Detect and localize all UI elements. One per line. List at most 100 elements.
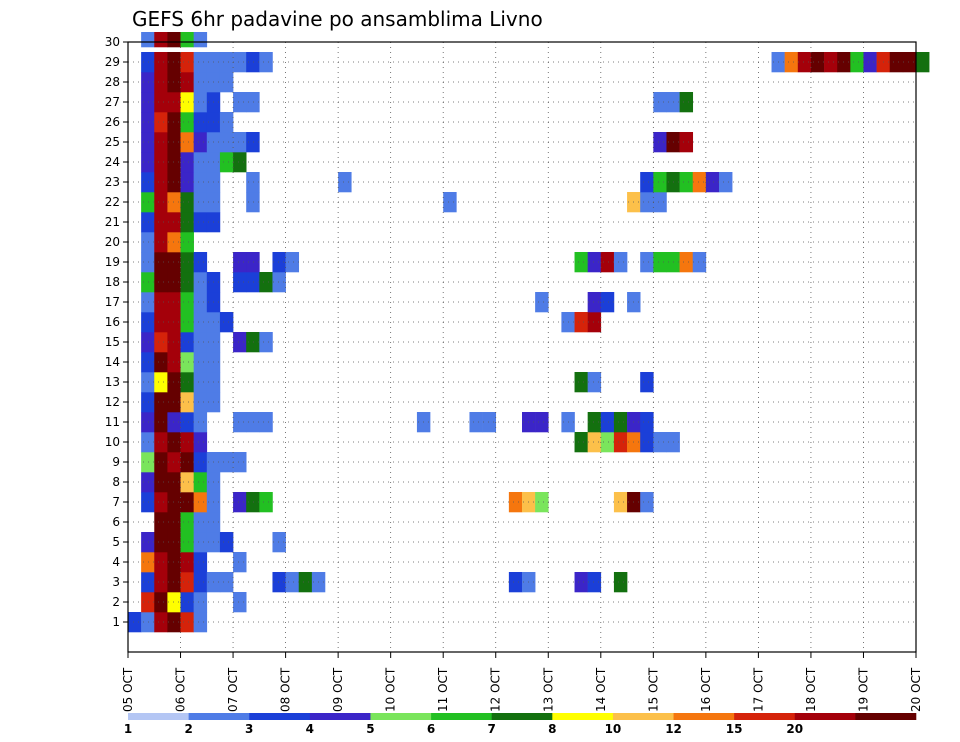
heatmap-cell <box>193 612 208 633</box>
heatmap-cell <box>640 492 654 513</box>
colorbar-segment <box>612 713 674 720</box>
heatmap-cell <box>653 252 667 273</box>
heatmap-cell <box>167 392 181 413</box>
heatmap-cell <box>640 192 654 213</box>
colorbar-label: 4 <box>306 722 314 736</box>
heatmap-cell <box>640 172 654 193</box>
heatmap-cell <box>233 152 247 173</box>
x-tick-label: 09 OCT <box>331 667 345 712</box>
heatmap-cell <box>154 452 168 473</box>
heatmap-cell <box>141 472 155 493</box>
heatmap-cell <box>180 572 194 593</box>
heatmap-cell <box>167 532 181 553</box>
heatmap-cell <box>246 332 260 353</box>
heatmap-cell <box>193 312 208 333</box>
heatmap-cell <box>180 532 194 553</box>
heatmap-cell <box>613 572 628 593</box>
heatmap-cell <box>193 552 208 573</box>
heatmap-cell <box>180 472 194 493</box>
heatmap-cell <box>535 292 549 313</box>
heatmap-cell <box>180 372 194 393</box>
heatmap-cell <box>193 572 208 593</box>
heatmap-cell <box>141 612 155 633</box>
heatmap-cell <box>193 52 208 73</box>
heatmap-cell <box>167 452 181 473</box>
heatmap-cell <box>180 432 194 453</box>
heatmap-cell <box>653 172 667 193</box>
heatmap-cell <box>193 192 208 213</box>
heatmap-cell <box>259 272 273 293</box>
heatmap-cell <box>180 232 194 253</box>
x-tick-label: 19 OCT <box>856 667 870 712</box>
heatmap-cells <box>128 32 930 633</box>
heatmap-cell <box>246 172 260 193</box>
colorbar-label: 8 <box>548 722 556 736</box>
chart-title: GEFS 6hr padavine po ansamblima Livno <box>132 7 543 31</box>
heatmap-cell <box>141 452 155 473</box>
heatmap-cell <box>193 592 208 613</box>
heatmap-cell <box>154 312 168 333</box>
heatmap-cell <box>193 352 208 373</box>
y-tick-label: 4 <box>112 555 120 569</box>
heatmap-cell <box>154 572 168 593</box>
heatmap-cell <box>167 112 181 133</box>
heatmap-cell <box>233 592 247 613</box>
heatmap-cell <box>141 532 155 553</box>
heatmap-cell <box>154 292 168 313</box>
heatmap-cell <box>679 252 694 273</box>
heatmap-cell <box>692 252 707 273</box>
heatmap-cell <box>916 52 930 73</box>
heatmap-cell <box>141 492 155 513</box>
heatmap-cell <box>154 412 168 433</box>
heatmap-cell <box>193 432 208 453</box>
heatmap-cell <box>154 532 168 553</box>
heatmap-cell <box>889 52 904 73</box>
heatmap-cell <box>508 572 523 593</box>
heatmap-cell <box>141 192 155 213</box>
colorbar-label: 2 <box>184 722 192 736</box>
heatmap-cell <box>784 52 799 73</box>
y-tick-label: 29 <box>105 55 120 69</box>
y-tick-label: 2 <box>112 595 120 609</box>
heatmap-cell <box>154 592 168 613</box>
heatmap-cell <box>167 372 181 393</box>
heatmap-cell <box>141 92 155 113</box>
heatmap-cell <box>233 272 247 293</box>
x-tick-label: 05 OCT <box>121 667 135 712</box>
heatmap-cell <box>154 112 168 133</box>
heatmap-cell <box>600 292 615 313</box>
heatmap-cell <box>167 152 181 173</box>
heatmap-cell <box>167 292 181 313</box>
heatmap-cell <box>233 132 247 153</box>
heatmap-cell <box>259 332 273 353</box>
heatmap-cell <box>180 332 194 353</box>
x-axis-ticks: 05 OCT 06 OCT 07 OCT 08 OCT 09 OCT 10 OCT 11 O… <box>121 652 923 712</box>
y-tick-label: 8 <box>112 475 120 489</box>
heatmap-cell <box>193 412 208 433</box>
heatmap-cell <box>810 52 825 73</box>
heatmap-cell <box>850 52 864 73</box>
heatmap-cell <box>141 232 155 253</box>
heatmap-cell <box>719 172 733 193</box>
heatmap-cell <box>272 572 286 593</box>
y-tick-label: 9 <box>112 455 120 469</box>
x-tick-label: 11 OCT <box>436 667 450 712</box>
heatmap-cell <box>180 612 194 633</box>
heatmap-cell <box>259 492 273 513</box>
heatmap-cell <box>600 412 615 433</box>
heatmap-cell <box>141 332 155 353</box>
colorbar-segment <box>431 713 492 720</box>
x-tick-label: 20 OCT <box>909 667 923 712</box>
colorbar: 1 2 3 4 5 6 7 8 10 12 15 20 <box>124 713 917 736</box>
heatmap-cell <box>587 372 602 393</box>
heatmap-cell <box>154 212 168 233</box>
heatmap-cell <box>443 192 457 213</box>
heatmap-cell <box>154 372 168 393</box>
heatmap-cell <box>587 292 602 313</box>
heatmap-cell <box>167 552 181 573</box>
y-tick-label: 17 <box>105 295 120 309</box>
heatmap-cell <box>219 532 234 553</box>
y-tick-label: 19 <box>105 255 120 269</box>
heatmap-cell <box>141 212 155 233</box>
heatmap-cell <box>469 412 483 433</box>
